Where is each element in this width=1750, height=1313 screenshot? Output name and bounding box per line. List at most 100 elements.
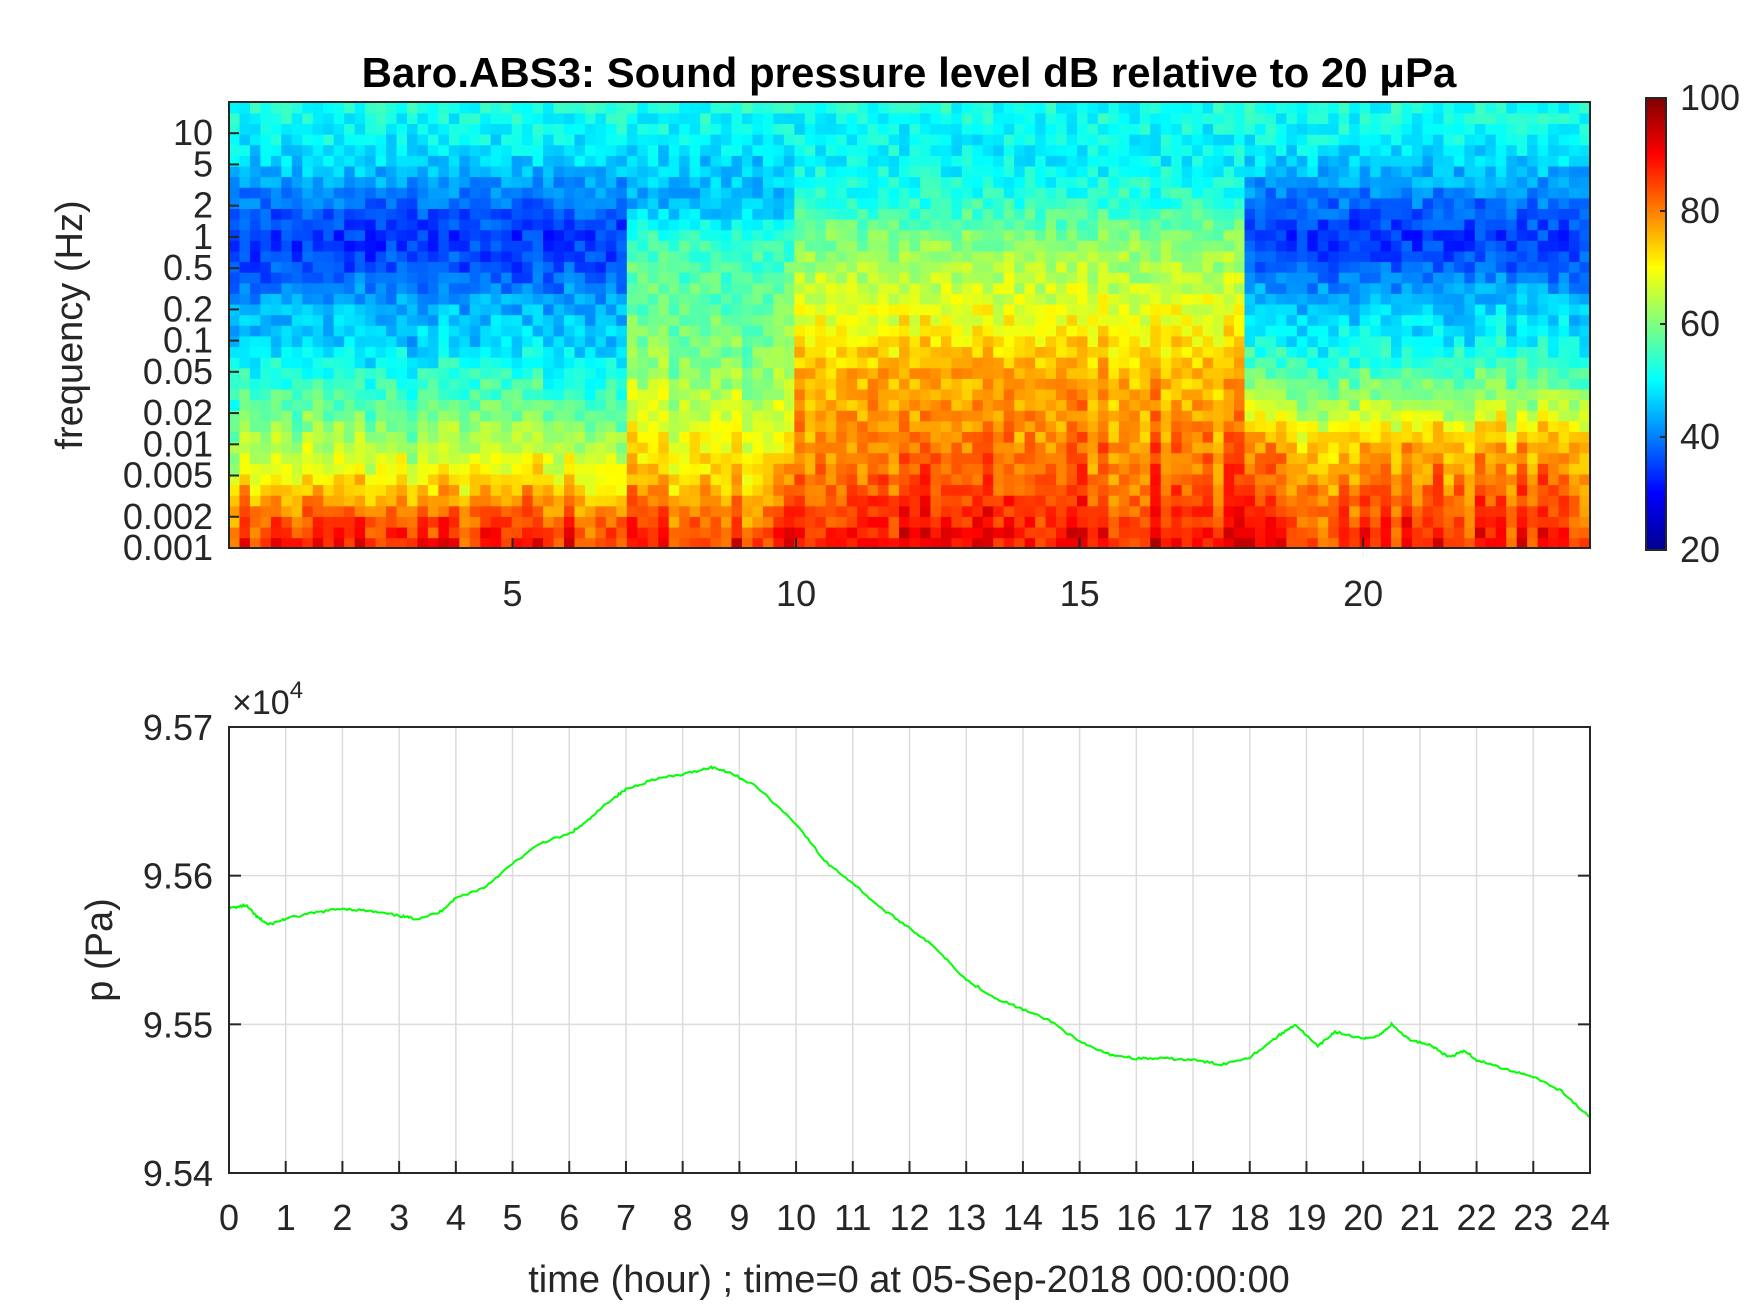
heatmap-cell — [365, 378, 377, 390]
heatmap-cell — [658, 250, 670, 263]
heatmap-cell — [731, 378, 743, 390]
heatmap-cell — [1244, 420, 1256, 432]
heatmap-cell — [438, 494, 450, 507]
heatmap-cell — [501, 452, 513, 464]
heatmap-cell — [333, 409, 345, 422]
heatmap-cell — [543, 473, 555, 486]
heatmap-cell — [1286, 102, 1298, 114]
heatmap-cell — [1401, 133, 1413, 146]
heatmap-cell — [857, 123, 869, 135]
heatmap-cell — [323, 293, 335, 305]
heatmap-cell — [700, 155, 712, 167]
heatmap-cell — [344, 399, 356, 411]
heatmap-cell — [1139, 102, 1152, 114]
heatmap-cell — [867, 505, 879, 517]
heatmap-cell — [1045, 208, 1057, 220]
heatmap-cell — [1087, 335, 1099, 348]
heatmap-cell — [1223, 186, 1235, 199]
heatmap-cell — [1056, 452, 1068, 464]
heatmap-cell — [1391, 282, 1403, 294]
heatmap-cell — [783, 197, 796, 209]
heatmap-cell — [1317, 537, 1330, 548]
heatmap-cell — [919, 314, 932, 326]
heatmap-cell — [1265, 186, 1277, 199]
heatmap-cell — [1401, 102, 1413, 114]
heatmap-cell — [532, 399, 544, 411]
heatmap-cell — [1087, 399, 1099, 411]
heatmap-cell — [396, 346, 408, 358]
heatmap-cell — [878, 378, 890, 390]
heatmap-cell — [595, 155, 607, 167]
heatmap-cell — [899, 102, 911, 114]
heatmap-cell — [1234, 218, 1246, 231]
heatmap-cell — [1223, 335, 1235, 348]
heatmap-cell — [668, 441, 680, 454]
heatmap-cell — [982, 505, 995, 517]
heatmap-cell — [605, 282, 618, 294]
heatmap-cell — [658, 123, 670, 135]
heatmap-cell — [260, 250, 272, 263]
heatmap-cell — [281, 367, 293, 379]
heatmap-cell — [982, 303, 995, 316]
heatmap-cell — [564, 409, 576, 422]
heatmap-cell — [595, 494, 607, 507]
heatmap-cell — [721, 293, 733, 305]
heatmap-cell — [386, 526, 398, 539]
heatmap-cell — [1338, 356, 1351, 369]
heatmap-cell — [438, 484, 450, 496]
heatmap-cell — [940, 282, 953, 294]
heatmap-cell — [229, 505, 241, 517]
heatmap-cell — [1192, 378, 1204, 390]
heatmap-cell — [899, 526, 911, 539]
heatmap-cell — [291, 102, 304, 114]
heatmap-cell — [1244, 463, 1256, 475]
heatmap-cell — [270, 335, 283, 348]
heatmap-cell — [878, 367, 890, 379]
heatmap-cell — [1464, 473, 1476, 486]
heatmap-cell — [1077, 208, 1089, 220]
heatmap-cell — [1087, 367, 1099, 379]
heatmap-cell — [1129, 303, 1141, 316]
heatmap-cell — [1223, 144, 1235, 156]
heatmap-cell — [438, 218, 450, 231]
heatmap-cell — [888, 537, 900, 548]
heatmap-cell — [1370, 261, 1382, 273]
heatmap-cell — [553, 388, 565, 401]
heatmap-cell — [773, 123, 785, 135]
heatmap-cell — [878, 197, 890, 209]
heatmap-cell — [1087, 516, 1099, 528]
heatmap-cell — [1213, 526, 1225, 539]
heatmap-cell — [1254, 314, 1267, 326]
heatmap-cell — [229, 388, 241, 401]
heatmap-cell — [260, 325, 272, 337]
heatmap-cell — [1349, 431, 1361, 443]
heatmap-cell — [1066, 314, 1078, 326]
heatmap-cell — [815, 431, 827, 443]
heatmap-cell — [1443, 208, 1455, 220]
heatmap-cell — [909, 463, 921, 475]
heatmap-cell — [1108, 431, 1120, 443]
heatmap-cell — [281, 378, 293, 390]
heatmap-cell — [291, 537, 304, 548]
heatmap-cell — [752, 516, 764, 528]
heatmap-cell — [878, 420, 890, 432]
heatmap-cell — [1265, 409, 1277, 422]
heatmap-cell — [1338, 123, 1351, 135]
heatmap-cell — [1097, 271, 1110, 284]
heatmap-cell — [595, 420, 607, 432]
heatmap-cell — [626, 378, 639, 390]
heatmap-cell — [302, 186, 314, 199]
heatmap-cell — [700, 516, 712, 528]
heatmap-cell — [668, 420, 680, 432]
heatmap-cell — [386, 463, 398, 475]
heatmap-cell — [783, 399, 796, 411]
heatmap-cell — [281, 526, 293, 539]
heatmap-cell — [1432, 282, 1445, 294]
heatmap-cell — [239, 229, 251, 241]
heatmap-cell — [480, 325, 492, 337]
heatmap-cell — [658, 102, 670, 114]
heatmap-cell — [564, 261, 576, 273]
heatmap-cell — [899, 197, 911, 209]
heatmap-cell — [490, 325, 502, 337]
heatmap-cell — [647, 102, 660, 114]
